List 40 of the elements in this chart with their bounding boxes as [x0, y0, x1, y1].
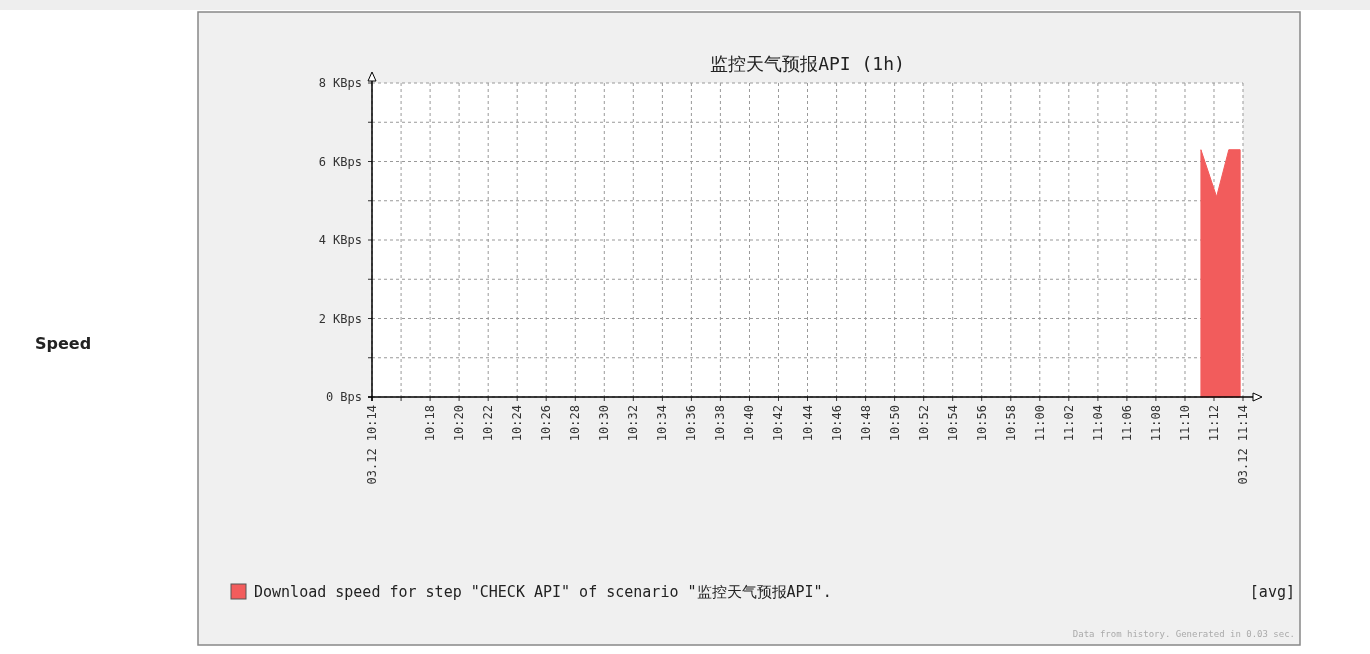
x-tick-label: 11:10: [1177, 405, 1192, 442]
x-tick-label: 11:08: [1148, 405, 1163, 442]
x-tick-label: 10:24: [510, 405, 525, 442]
y-tick-label: 6 KBps: [318, 154, 362, 169]
y-tick-label: 8 KBps: [318, 76, 362, 90]
x-tick-label: 10:18: [423, 405, 438, 442]
y-tick-label: 4 KBps: [318, 233, 362, 247]
x-tick-label: 10:36: [684, 405, 699, 442]
x-tick-label: 10:44: [800, 405, 815, 442]
x-tick-label: 11:00: [1032, 405, 1047, 442]
x-tick-label: 03.12 10:14: [365, 405, 379, 485]
x-tick-label: 11:12: [1207, 405, 1221, 442]
x-tick-label: 10:30: [597, 405, 612, 442]
x-tick-label: 10:20: [452, 405, 467, 442]
x-tick-label: 10:38: [713, 405, 728, 442]
x-tick-label: 10:28: [568, 405, 583, 442]
legend-label: Download speed for step "CHECK API" of scenario "监控天气预报API".: [254, 583, 832, 601]
text: Speed: [35, 334, 92, 353]
y-tick-label: 2 KBps: [318, 311, 362, 326]
x-tick-label: 03.12 11:14: [1236, 405, 1250, 485]
chart-title: 监控天气预报API (1h): [710, 53, 905, 74]
x-tick-label: 10:22: [481, 405, 496, 442]
x-tick-label: 10:32: [626, 405, 641, 442]
x-tick-label: 10:56: [974, 405, 989, 442]
x-tick-label: 10:50: [887, 405, 902, 442]
x-tick-label: 10:52: [916, 405, 931, 442]
x-tick-label: 10:54: [945, 405, 960, 442]
y-tick-label: 0 Bps: [325, 390, 362, 404]
text: [avg]: [1249, 583, 1295, 601]
x-tick-label: 10:26: [539, 405, 554, 442]
x-tick-label: 10:34: [655, 405, 670, 442]
x-tick-label: 10:48: [858, 405, 873, 442]
x-tick-label: 11:06: [1119, 405, 1134, 442]
x-tick-label: 10:58: [1003, 405, 1018, 442]
x-tick-label: 10:40: [742, 405, 757, 442]
x-tick-label: 10:46: [829, 405, 844, 442]
x-tick-label: 11:02: [1061, 405, 1076, 442]
x-tick-label: 10:42: [771, 405, 786, 442]
text: Data from history. Generated in 0.03 sec.: [1072, 629, 1295, 639]
x-tick-label: 11:04: [1090, 405, 1105, 442]
